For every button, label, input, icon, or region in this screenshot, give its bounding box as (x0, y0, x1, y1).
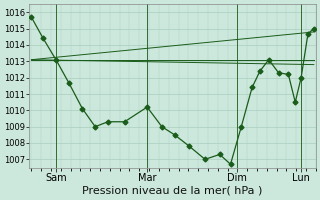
X-axis label: Pression niveau de la mer( hPa ): Pression niveau de la mer( hPa ) (83, 186, 263, 196)
